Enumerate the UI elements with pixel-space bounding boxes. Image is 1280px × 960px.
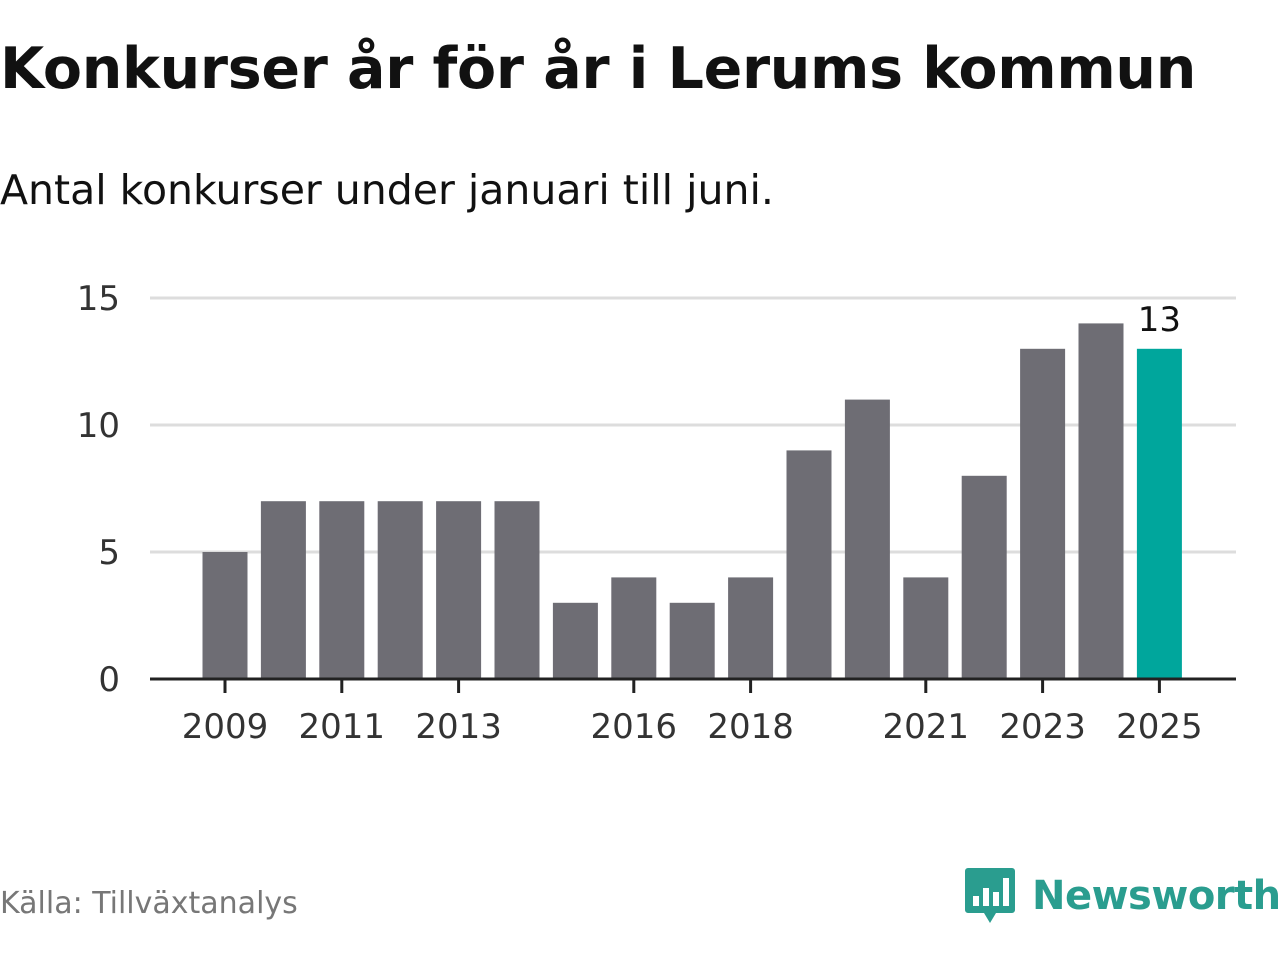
bar-2023 [1020,348,1066,679]
bar-2014 [494,501,540,679]
bar-2011 [319,501,365,679]
bar-2025 [1136,348,1182,679]
newsworthy-logo-icon [965,868,1015,923]
bar-2012 [377,501,423,679]
x-tick-label: 2009 [182,707,269,747]
bar-2009 [202,552,248,679]
bar-2017 [669,602,715,679]
bar-2013 [436,501,482,679]
x-tick-label: 2021 [883,707,970,747]
bar-2021 [903,577,949,679]
bar-2024 [1078,323,1124,679]
source-note: Källa: Tillväxtanalys [0,886,298,921]
bar-2018 [728,577,774,679]
bar-2019 [786,450,832,679]
y-tick-label: 15 [77,279,120,319]
chart-title: Konkurser år för år i Lerums kommun [0,36,1196,102]
x-tick-label: 2013 [415,707,502,747]
data-label: 13 [1138,300,1181,340]
brand-logo: Newsworthy [964,864,1280,928]
x-tick-label: 2011 [299,707,386,747]
bar-2015 [552,602,598,679]
brand-name: Newsworthy [1032,873,1280,919]
bar-2020 [844,399,890,679]
chart-subtitle: Antal konkurser under januari till juni. [0,166,774,214]
x-tick-label: 2018 [707,707,794,747]
y-tick-label: 10 [77,406,120,446]
x-tick-label: 2025 [1116,707,1203,747]
x-tick-label: 2023 [999,707,1086,747]
y-tick-label: 5 [98,533,120,573]
bar-2016 [611,577,657,679]
x-tick-label: 2016 [591,707,678,747]
y-tick-label: 0 [98,660,120,700]
bar-2022 [961,475,1007,679]
bar-2010 [260,501,306,679]
